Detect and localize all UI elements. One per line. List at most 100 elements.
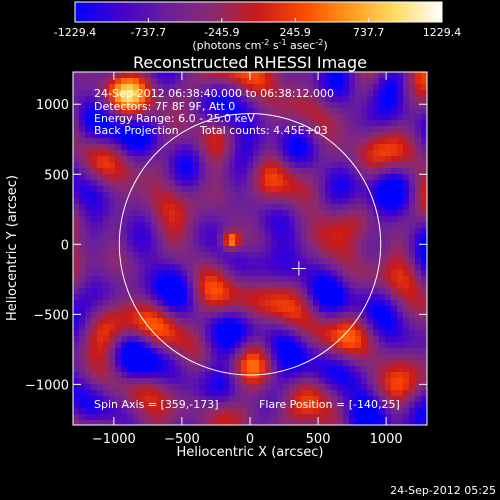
heatmap-cell <box>403 222 410 229</box>
heatmap-cell <box>271 378 278 385</box>
heatmap-cell <box>265 324 272 331</box>
heatmap-cell <box>223 300 230 307</box>
x-axis-label: Heliocentric X (arcsec) <box>177 445 324 460</box>
heatmap-cell <box>193 162 200 169</box>
heatmap-cell <box>391 156 398 163</box>
heatmap-cell <box>235 288 242 295</box>
heatmap-cell <box>331 270 338 277</box>
heatmap-cell <box>379 186 386 193</box>
heatmap-cell <box>157 114 164 121</box>
heatmap-cell <box>133 246 140 253</box>
heatmap-cell <box>127 162 134 169</box>
heatmap-cell <box>415 342 422 349</box>
heatmap-cell <box>379 246 386 253</box>
heatmap-cell <box>229 72 236 79</box>
heatmap-cell <box>91 90 98 97</box>
heatmap-cell <box>211 222 218 229</box>
heatmap-cell <box>169 114 176 121</box>
heatmap-cell <box>145 228 152 235</box>
heatmap-cell <box>103 210 110 217</box>
heatmap-cell <box>379 210 386 217</box>
heatmap-cell <box>403 294 410 301</box>
heatmap-cell <box>91 336 98 343</box>
heatmap-cell <box>373 312 380 319</box>
heatmap-cell <box>313 300 320 307</box>
heatmap-cell <box>337 180 344 187</box>
heatmap-cell <box>367 174 374 181</box>
heatmap-cell <box>385 318 392 325</box>
heatmap-cell <box>181 264 188 271</box>
heatmap-cell <box>229 282 236 289</box>
heatmap-cell <box>91 102 98 109</box>
heatmap-cell <box>385 240 392 247</box>
heatmap-cell <box>289 180 296 187</box>
heatmap-cell <box>217 204 224 211</box>
heatmap-cell <box>271 192 278 199</box>
heatmap-cell <box>295 360 302 367</box>
heatmap-cell <box>289 138 296 145</box>
heatmap-cell <box>187 402 194 409</box>
heatmap-cell <box>247 156 254 163</box>
heatmap-cell <box>199 402 206 409</box>
heatmap-cell <box>265 282 272 289</box>
heatmap-cell <box>223 168 230 175</box>
heatmap-cell <box>217 162 224 169</box>
heatmap-cell <box>271 372 278 379</box>
heatmap-cell <box>337 174 344 181</box>
heatmap-cell <box>277 372 284 379</box>
heatmap-cell <box>151 282 158 289</box>
heatmap-cell <box>289 282 296 289</box>
heatmap-cell <box>397 150 404 157</box>
heatmap-cell <box>415 396 422 403</box>
heatmap-cell <box>169 252 176 259</box>
heatmap-cell <box>361 390 368 397</box>
heatmap-cell <box>145 222 152 229</box>
heatmap-cell <box>91 396 98 403</box>
heatmap-cell <box>73 108 80 115</box>
heatmap-cell <box>193 246 200 253</box>
heatmap-cell <box>367 378 374 385</box>
heatmap-cell <box>175 210 182 217</box>
heatmap-cell <box>241 336 248 343</box>
heatmap-cell <box>307 366 314 373</box>
heatmap-cell <box>127 240 134 247</box>
heatmap-cell <box>301 222 308 229</box>
heatmap-cell <box>409 384 416 391</box>
heatmap-cell <box>127 114 134 121</box>
heatmap-cell <box>241 162 248 169</box>
heatmap-cell <box>331 204 338 211</box>
heatmap-cell <box>187 276 194 283</box>
heatmap-cell <box>283 102 290 109</box>
heatmap-cell <box>169 204 176 211</box>
heatmap-cell <box>217 276 224 283</box>
heatmap-cell <box>235 354 242 361</box>
heatmap-cell <box>325 408 332 415</box>
heatmap-cell <box>97 150 104 157</box>
heatmap-cell <box>145 306 152 313</box>
heatmap-cell <box>241 84 248 91</box>
heatmap-cell <box>409 270 416 277</box>
heatmap-cell <box>379 114 386 121</box>
heatmap-cell <box>145 366 152 373</box>
heatmap-cell <box>109 294 116 301</box>
heatmap-cell <box>319 150 326 157</box>
heatmap-cell <box>211 108 218 115</box>
heatmap-cell <box>85 222 92 229</box>
heatmap-cell <box>223 330 230 337</box>
heatmap-cell <box>73 126 80 133</box>
heatmap-cell <box>319 336 326 343</box>
heatmap-cell <box>139 396 146 403</box>
heatmap-cell <box>301 240 308 247</box>
heatmap-cell <box>343 300 350 307</box>
heatmap-cell <box>361 108 368 115</box>
heatmap-cell <box>85 216 92 223</box>
heatmap-cell <box>247 354 254 361</box>
heatmap-cell <box>187 240 194 247</box>
heatmap-cell <box>253 210 260 217</box>
heatmap-cell <box>127 228 134 235</box>
heatmap-cell <box>115 198 122 205</box>
spin-axis-crosshair <box>291 261 306 276</box>
heatmap-cell <box>199 258 206 265</box>
heatmap-cell <box>325 354 332 361</box>
heatmap-cell <box>211 300 218 307</box>
